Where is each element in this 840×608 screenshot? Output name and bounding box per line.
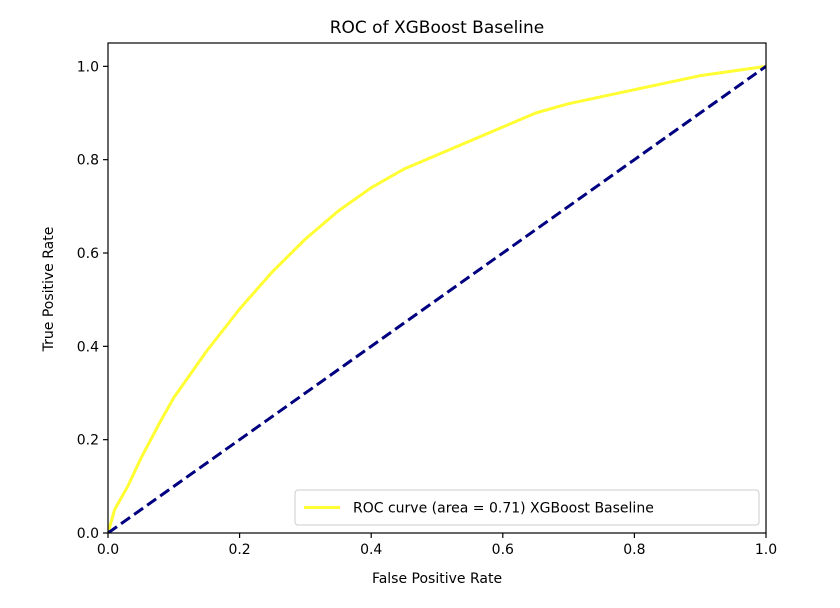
- y-axis-label: True Positive Rate: [41, 227, 57, 353]
- chart-title: ROC of XGBoost Baseline: [330, 18, 545, 38]
- legend-label: ROC curve (area = 0.71) XGBoost Baseline: [353, 501, 654, 517]
- x-tick-label: 0.8: [623, 542, 645, 558]
- chance-diagonal-line: [108, 65, 766, 533]
- y-axis-ticks: 0.0 0.2 0.4 0.6 0.8 1.0: [77, 59, 108, 542]
- y-tick-label: 0.4: [77, 339, 99, 355]
- x-tick-label: 0.6: [492, 542, 514, 558]
- x-tick-label: 0.4: [360, 542, 382, 558]
- x-tick-label: 0.0: [97, 542, 119, 558]
- plot-area: [107, 42, 767, 534]
- y-tick-label: 0.6: [77, 246, 99, 262]
- x-tick-label: 0.2: [228, 542, 250, 558]
- legend-box: [294, 489, 760, 526]
- x-axis-label: False Positive Rate: [372, 571, 502, 587]
- x-axis-ticks: 0.0 0.2 0.4 0.6 0.8 1.0: [97, 533, 777, 558]
- y-tick-label: 1.0: [77, 59, 99, 75]
- x-tick-label: 1.0: [755, 542, 777, 558]
- y-tick-label: 0.2: [77, 433, 99, 449]
- roc-curve-line: [108, 64, 766, 533]
- axes-frame: [107, 42, 767, 534]
- legend: ROC curve (area = 0.71) XGBoost Baseline: [294, 489, 760, 526]
- y-tick-label: 0.0: [77, 526, 99, 542]
- y-tick-label: 0.8: [77, 153, 99, 169]
- series-group: [108, 64, 766, 533]
